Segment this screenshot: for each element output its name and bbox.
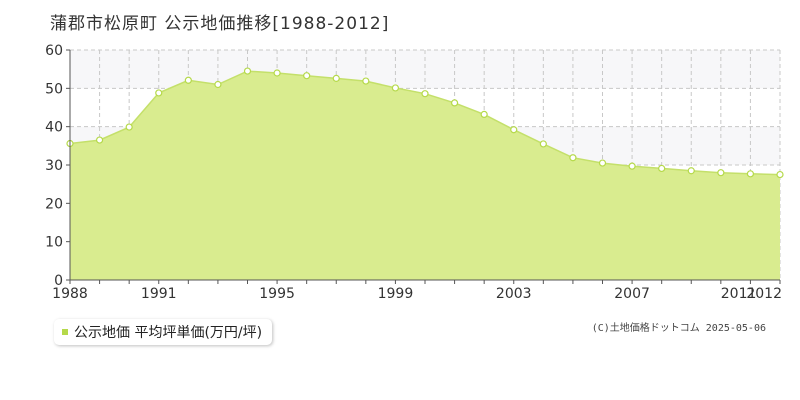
chart-title: 蒲郡市松原町 公示地価推移[1988-2012]: [50, 14, 390, 34]
data-point: [391, 84, 400, 92]
copyright: (C)土地価格ドットコム 2025-05-06: [591, 323, 766, 334]
data-point: [687, 167, 695, 175]
data-point: [95, 136, 104, 144]
legend-label: 公示地価 平均坪単価(万円/坪): [74, 325, 263, 341]
y-tick-label: 60: [45, 43, 63, 59]
data-point: [273, 69, 281, 77]
data-point: [717, 169, 725, 177]
data-point: [598, 159, 607, 167]
data-point: [450, 99, 459, 107]
data-point: [480, 110, 488, 119]
y-axis: 0 10 20 30 40 50 60: [45, 43, 71, 289]
data-point: [125, 123, 133, 131]
data-point: [658, 164, 666, 173]
x-tick-label: 1991: [141, 286, 177, 300]
x-tick-label: 1999: [378, 286, 414, 300]
x-tick-label: 2003: [496, 286, 532, 300]
y-tick-label: 20: [45, 196, 63, 212]
data-point: [303, 72, 311, 80]
y-tick-label: 10: [45, 235, 63, 251]
x-tick-label: 2012: [746, 286, 782, 300]
grid-band: [70, 50, 780, 89]
data-point: [539, 140, 547, 148]
data-point: [243, 67, 252, 75]
data-points: [66, 67, 784, 179]
y-tick-label: 50: [45, 81, 63, 97]
area-fill: [70, 71, 780, 280]
data-point: [569, 154, 577, 162]
data-point: [510, 126, 518, 134]
data-point: [332, 74, 340, 82]
data-point: [362, 77, 370, 85]
x-tick-label: 1995: [259, 286, 295, 300]
data-point: [628, 162, 636, 170]
x-tick-label: 2007: [614, 286, 650, 300]
x-tick-label: 1988: [52, 286, 88, 300]
data-point: [184, 76, 192, 84]
data-point: [746, 170, 755, 178]
y-tick-label: 30: [45, 158, 63, 174]
legend-marker-icon: [62, 329, 68, 335]
area-chart: 0 10 20 30 40 50 60 1988 1991 1995 1999 2003 2007 20…: [45, 43, 784, 300]
data-point: [155, 89, 163, 97]
data-point: [421, 90, 429, 98]
y-tick-label: 0: [54, 273, 63, 289]
legend: 公示地価 平均坪単価(万円/坪): [54, 319, 273, 345]
y-tick-label: 40: [45, 120, 63, 136]
x-tick-label: 2011: [721, 286, 757, 300]
data-point: [776, 170, 784, 179]
data-point: [214, 80, 222, 89]
